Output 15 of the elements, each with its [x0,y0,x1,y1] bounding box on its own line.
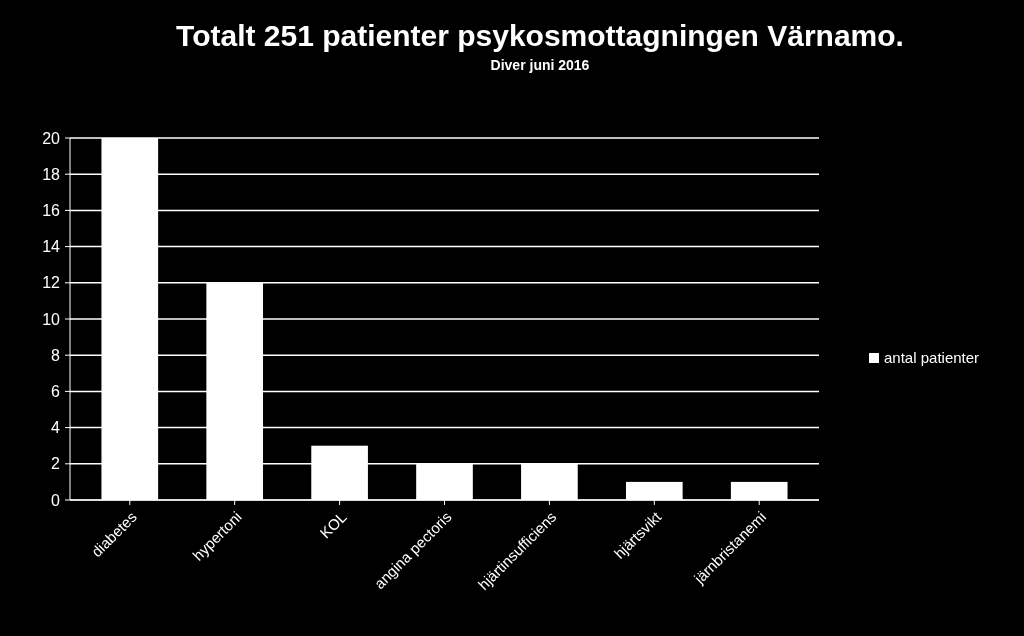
y-tick-label: 10 [42,310,61,328]
y-tick-label: 2 [51,455,61,473]
y-tick-label: 18 [42,165,61,183]
y-tick-label: 12 [42,274,61,292]
legend-label: antal patienter [884,349,980,367]
y-tick-label: 4 [51,419,61,437]
chart-subtitle: Diver juni 2016 [490,57,590,73]
y-tick-label: 14 [42,238,61,256]
y-tick-label: 8 [51,346,61,364]
x-tick-label: KOL [316,508,350,542]
y-tick-label: 20 [42,129,61,147]
y-tick-label: 0 [51,491,61,509]
y-tick-label: 16 [42,202,61,219]
y-tick-label: 6 [51,383,61,400]
chart-title: Totalt 251 patienter psykosmottagningen Värnamo. [176,19,904,52]
